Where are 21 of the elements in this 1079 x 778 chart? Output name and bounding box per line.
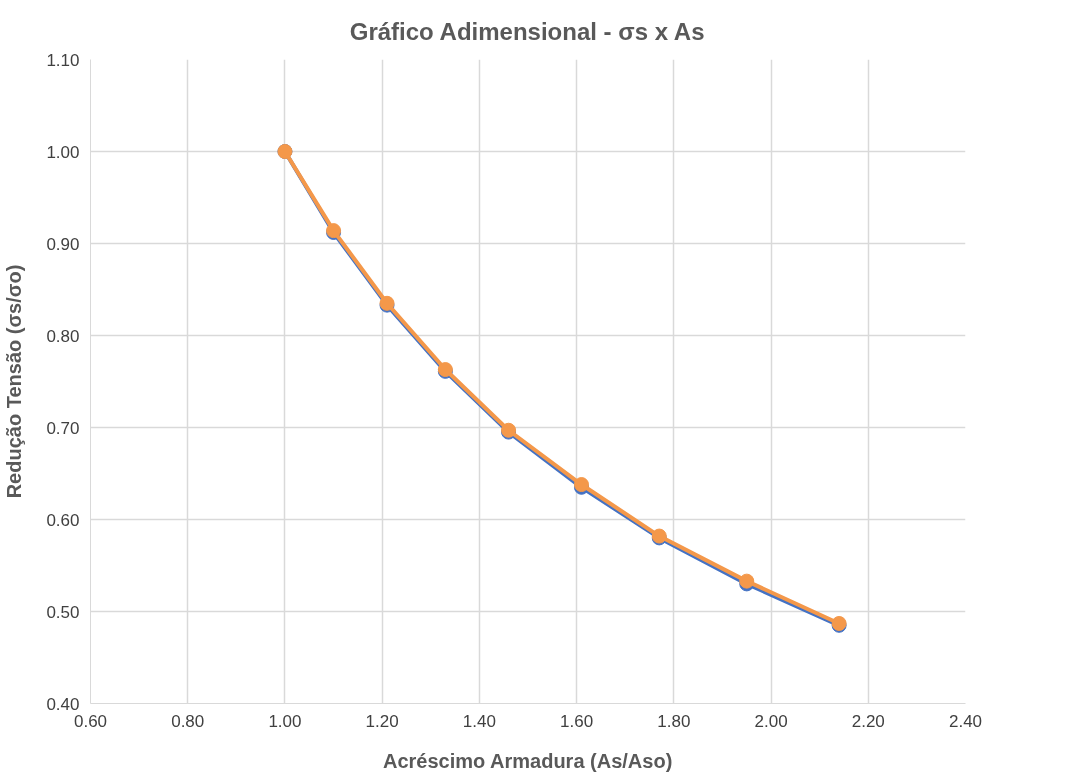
- x-tick-label: 2.20: [851, 711, 885, 731]
- y-tick-label: 1.00: [46, 142, 80, 162]
- y-tick-label: 1.10: [46, 50, 80, 70]
- y-tick-label: 0.70: [46, 418, 80, 438]
- x-tick-label: 1.80: [657, 711, 691, 731]
- x-tick-label: 1.60: [560, 711, 594, 731]
- x-axis-title: Acréscimo Armadura (As/Aso): [382, 749, 673, 772]
- y-tick-label: 0.50: [46, 602, 80, 622]
- y-tick-label: 0.40: [46, 694, 80, 714]
- x-tick-label: 2.40: [948, 711, 983, 731]
- x-tick-label: 2.00: [754, 711, 788, 731]
- chart-title: Gráfico Adimensional - σs x As: [349, 17, 705, 45]
- y-tick-label: 0.80: [46, 326, 80, 346]
- x-tick-label: 0.60: [73, 711, 108, 731]
- x-tick-label: 1.40: [462, 711, 496, 731]
- y-tick-label: 0.90: [46, 234, 80, 254]
- x-tick-label: 1.20: [365, 711, 399, 731]
- y-axis-title: Redução Tensão (σs/σo): [3, 264, 26, 499]
- x-tick-label: 1.00: [268, 711, 302, 731]
- y-tick-label: 0.60: [46, 510, 80, 530]
- x-tick-label: 0.80: [171, 711, 205, 731]
